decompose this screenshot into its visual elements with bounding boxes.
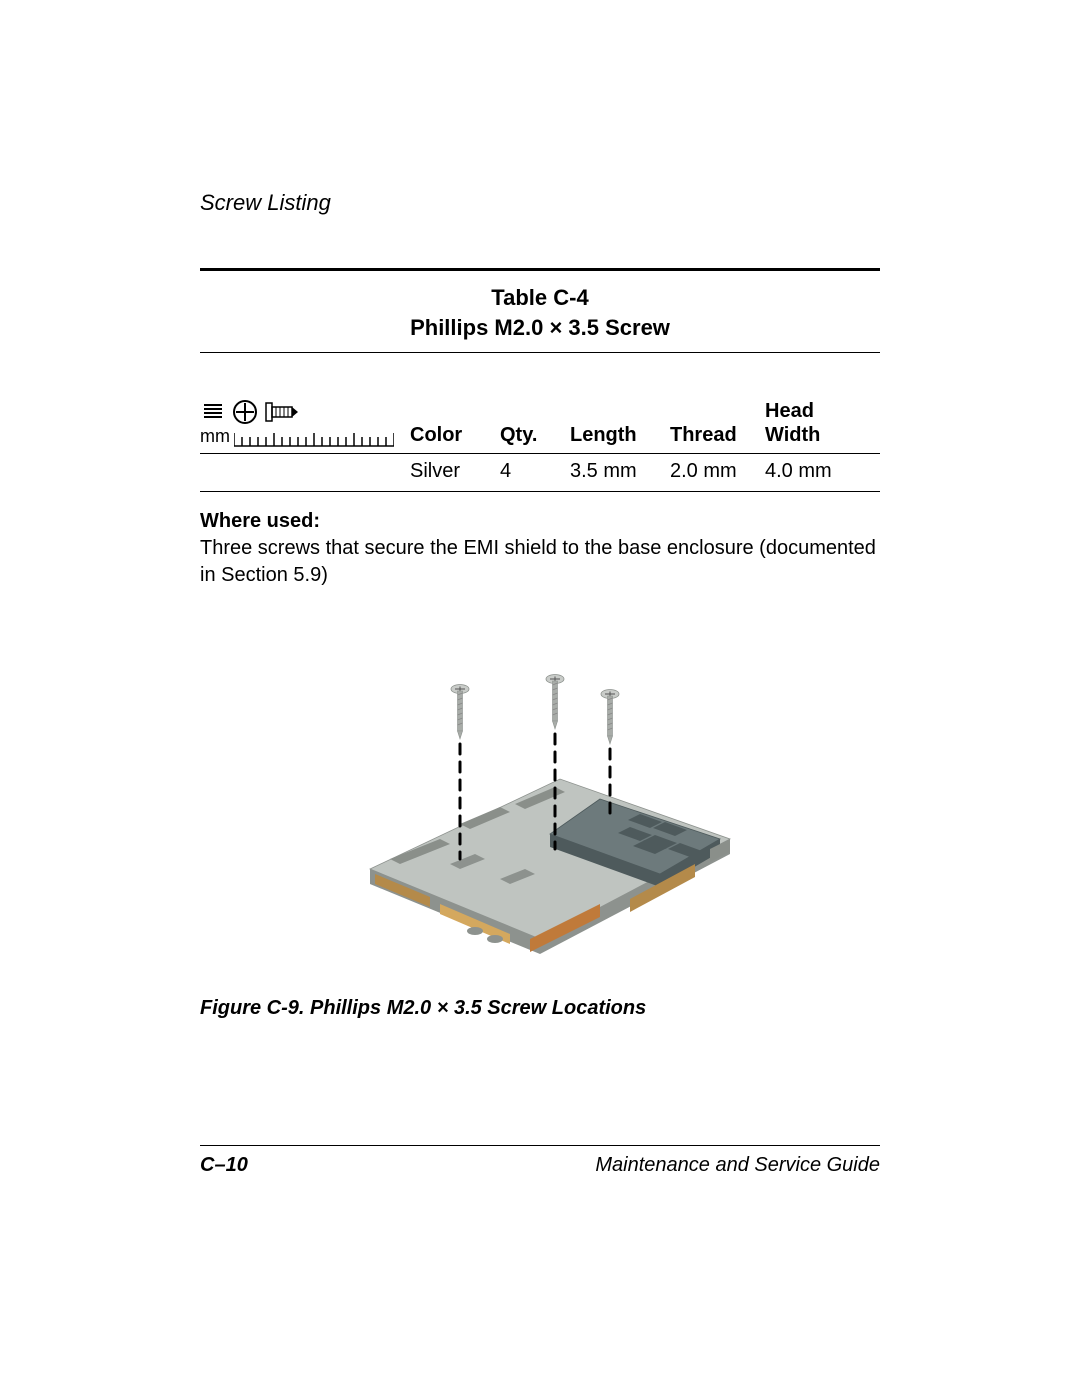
figure-area [200,649,880,969]
screw-top-lines-icon [200,399,226,425]
col-header-head-l2: Width [765,423,850,447]
screw-icons [200,399,298,425]
cell-qty: 4 [500,460,570,483]
running-head: Screw Listing [200,190,880,216]
col-header-color: Color [410,423,500,447]
cell-thread: 2.0 mm [670,460,765,483]
table-title-block: Table C-4 Phillips M2.0 × 3.5 Screw [200,271,880,352]
page: Screw Listing Table C-4 Phillips M2.0 × … [0,0,1080,1397]
col-header-head: Head Width [765,399,850,447]
table-title: Phillips M2.0 × 3.5 Screw [200,313,880,343]
motherboard-illustration-icon [300,649,780,969]
ruler-icon [234,431,394,447]
cell-head: 4.0 mm [765,460,850,483]
page-footer: C–10 Maintenance and Service Guide [200,1145,880,1177]
col-header-thread: Thread [670,423,765,447]
spec-block: mm [200,399,880,589]
spec-data-spacer [200,460,410,483]
ruler-row: mm [200,427,394,447]
screw-side-icon [264,399,298,425]
phillips-head-icon [232,399,258,425]
where-used: Where used: Three screws that secure the… [200,508,880,589]
guide-title: Maintenance and Service Guide [595,1154,880,1177]
spec-header-row: mm [200,399,880,447]
ruler-unit: mm [200,427,230,447]
where-used-text: Three screws that secure the EMI shield … [200,537,876,586]
rule-under-title [200,352,880,353]
rule-under-data [200,491,880,492]
col-header-qty: Qty. [500,423,570,447]
col-header-head-l1: Head [765,399,850,423]
cell-color: Silver [410,460,500,483]
where-used-label: Where used: [200,510,320,532]
figure-caption: Figure C-9. Phillips M2.0 × 3.5 Screw Lo… [200,997,880,1020]
spec-data-row: Silver 4 3.5 mm 2.0 mm 4.0 mm [200,454,880,483]
table-number: Table C-4 [200,283,880,313]
footer-row: C–10 Maintenance and Service Guide [200,1146,880,1177]
page-number: C–10 [200,1154,248,1177]
col-header-length: Length [570,423,670,447]
cell-length: 3.5 mm [570,460,670,483]
screw-icon-cell: mm [200,399,410,447]
